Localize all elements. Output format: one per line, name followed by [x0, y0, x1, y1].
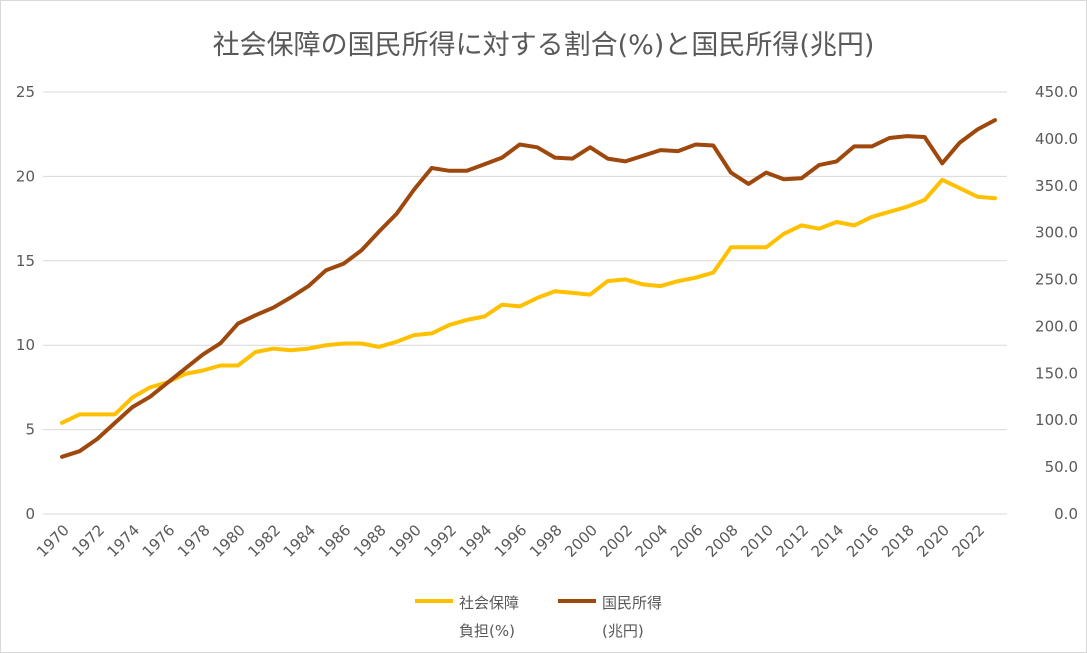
x-tick-label: 2002 [596, 521, 636, 561]
right-tick-label: 450.0 [1035, 83, 1078, 101]
x-tick-label: 2004 [632, 521, 672, 561]
legend-label-line1: 社会保障 [459, 594, 520, 612]
right-tick-label: 200.0 [1035, 317, 1078, 335]
x-axis-tick-labels: 1970197219741976197819801982198419861988… [33, 521, 988, 561]
left-tick-label: 10 [16, 336, 35, 354]
x-tick-label: 2016 [843, 521, 883, 561]
left-tick-label: 0 [25, 505, 35, 523]
series-lines [60, 118, 997, 459]
right-tick-label: 150.0 [1035, 364, 1078, 382]
x-tick-label: 2008 [702, 521, 742, 561]
legend-label-line1: 国民所得 [602, 594, 663, 612]
x-tick-label: 2006 [667, 521, 707, 561]
x-tick-label: 1982 [244, 521, 284, 561]
series-line-national-income [60, 118, 997, 459]
x-tick-label: 2012 [772, 521, 812, 561]
x-tick-label: 2022 [948, 521, 988, 561]
x-tick-label: 1976 [139, 521, 179, 561]
right-tick-label: 0.0 [1054, 505, 1078, 523]
x-tick-label: 1984 [280, 521, 320, 561]
right-tick-label: 300.0 [1035, 224, 1078, 242]
right-axis-tick-labels: 0.0 50.0 100.0 150.0 200.0 250.0 300.0 350.0 400… [1035, 83, 1078, 523]
right-tick-label: 50.0 [1045, 458, 1078, 476]
left-tick-label: 15 [16, 252, 35, 270]
left-tick-label: 20 [16, 167, 35, 185]
x-tick-label: 2000 [561, 521, 601, 561]
legend-swatch-national-income [558, 599, 596, 603]
x-tick-label: 1986 [315, 521, 355, 561]
legend-item-social-security[interactable]: 社会保障 負担(%) [415, 589, 551, 645]
x-tick-label: 2020 [913, 521, 953, 561]
x-tick-label: 2010 [737, 521, 777, 561]
right-tick-label: 100.0 [1035, 411, 1078, 429]
left-tick-label: 5 [25, 421, 35, 439]
left-tick-label: 25 [16, 83, 35, 101]
legend-item-national-income[interactable]: 国民所得 (兆円) [558, 589, 694, 645]
x-tick-label: 1978 [174, 521, 214, 561]
legend: 社会保障 負担(%) 国民所得 (兆円) [1, 589, 1086, 649]
chart-title: 社会保障の国民所得に対する割合(%)と国民所得(兆円) [212, 30, 875, 61]
right-tick-label: 350.0 [1035, 177, 1078, 195]
legend-label-national-income: 国民所得 (兆円) [602, 589, 694, 645]
x-tick-label: 1970 [33, 521, 73, 561]
legend-swatch-social-security [415, 599, 453, 603]
x-tick-label: 2018 [878, 521, 918, 561]
x-tick-label: 1980 [209, 521, 249, 561]
legend-label-line2: 負担(%) [459, 622, 515, 640]
legend-label-social-security: 社会保障 負担(%) [459, 589, 551, 645]
gridlines [43, 91, 1007, 515]
x-tick-label: 2014 [808, 521, 848, 561]
x-tick-label: 1994 [456, 521, 496, 561]
x-tick-label: 1988 [350, 521, 390, 561]
legend-label-line2: (兆円) [602, 622, 644, 640]
right-tick-label: 250.0 [1035, 271, 1078, 289]
x-tick-label: 1996 [491, 521, 531, 561]
left-axis-tick-labels: 0 5 10 15 20 25 [16, 83, 35, 523]
x-tick-label: 1990 [385, 521, 425, 561]
right-tick-label: 400.0 [1035, 130, 1078, 148]
x-tick-label: 1974 [104, 521, 144, 561]
x-tick-label: 1972 [68, 521, 108, 561]
x-tick-label: 1992 [420, 521, 460, 561]
x-tick-label: 1998 [526, 521, 566, 561]
series-line-social-security [60, 177, 997, 425]
